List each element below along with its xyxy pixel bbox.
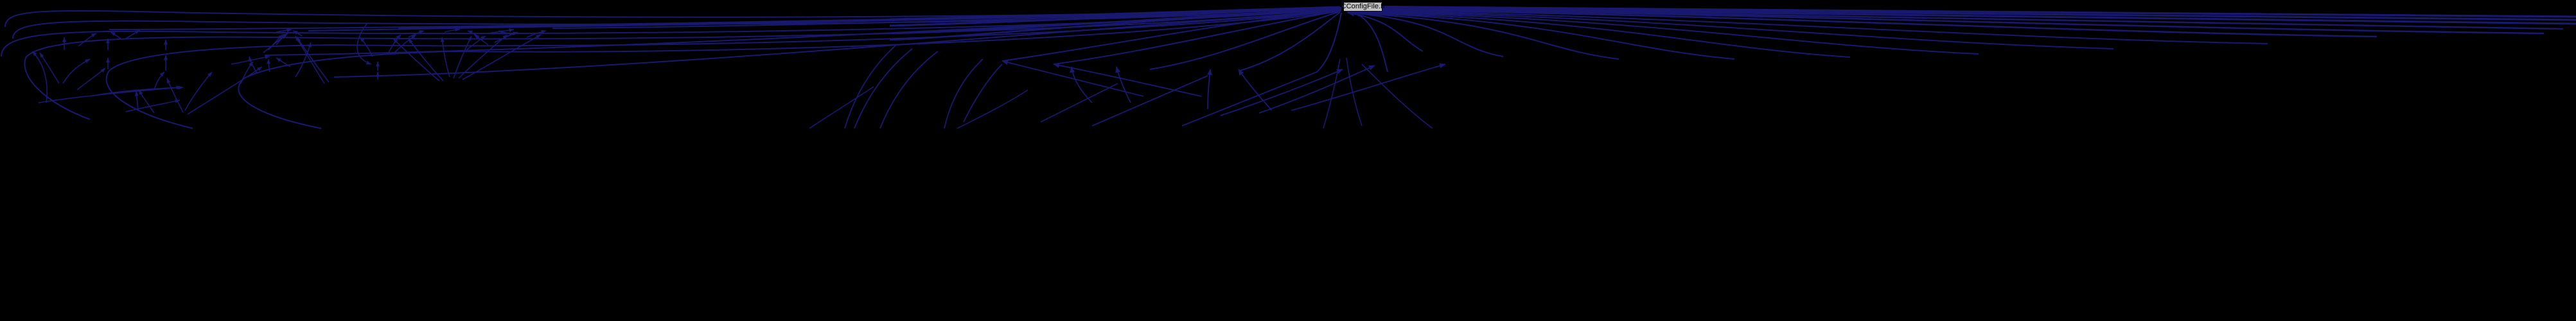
node-cconfigfile-h[interactable]: CConfigFile.h <box>1341 2 1385 12</box>
edge-group-mid-right-to-root <box>889 6 1342 73</box>
edge-group-left-cluster-a <box>31 30 263 115</box>
edge-group-left-cluster-b <box>231 28 330 84</box>
edge-group-right-fan <box>1341 4 2576 73</box>
edge-group-mid-cluster <box>357 22 547 82</box>
edge-group-lower-fan-left <box>809 57 1433 129</box>
edge-group-mid-right-cluster <box>844 44 1446 129</box>
edge-group-cluster-to-root <box>109 7 1341 78</box>
node-label: CConfigFile.h <box>1341 3 1385 10</box>
